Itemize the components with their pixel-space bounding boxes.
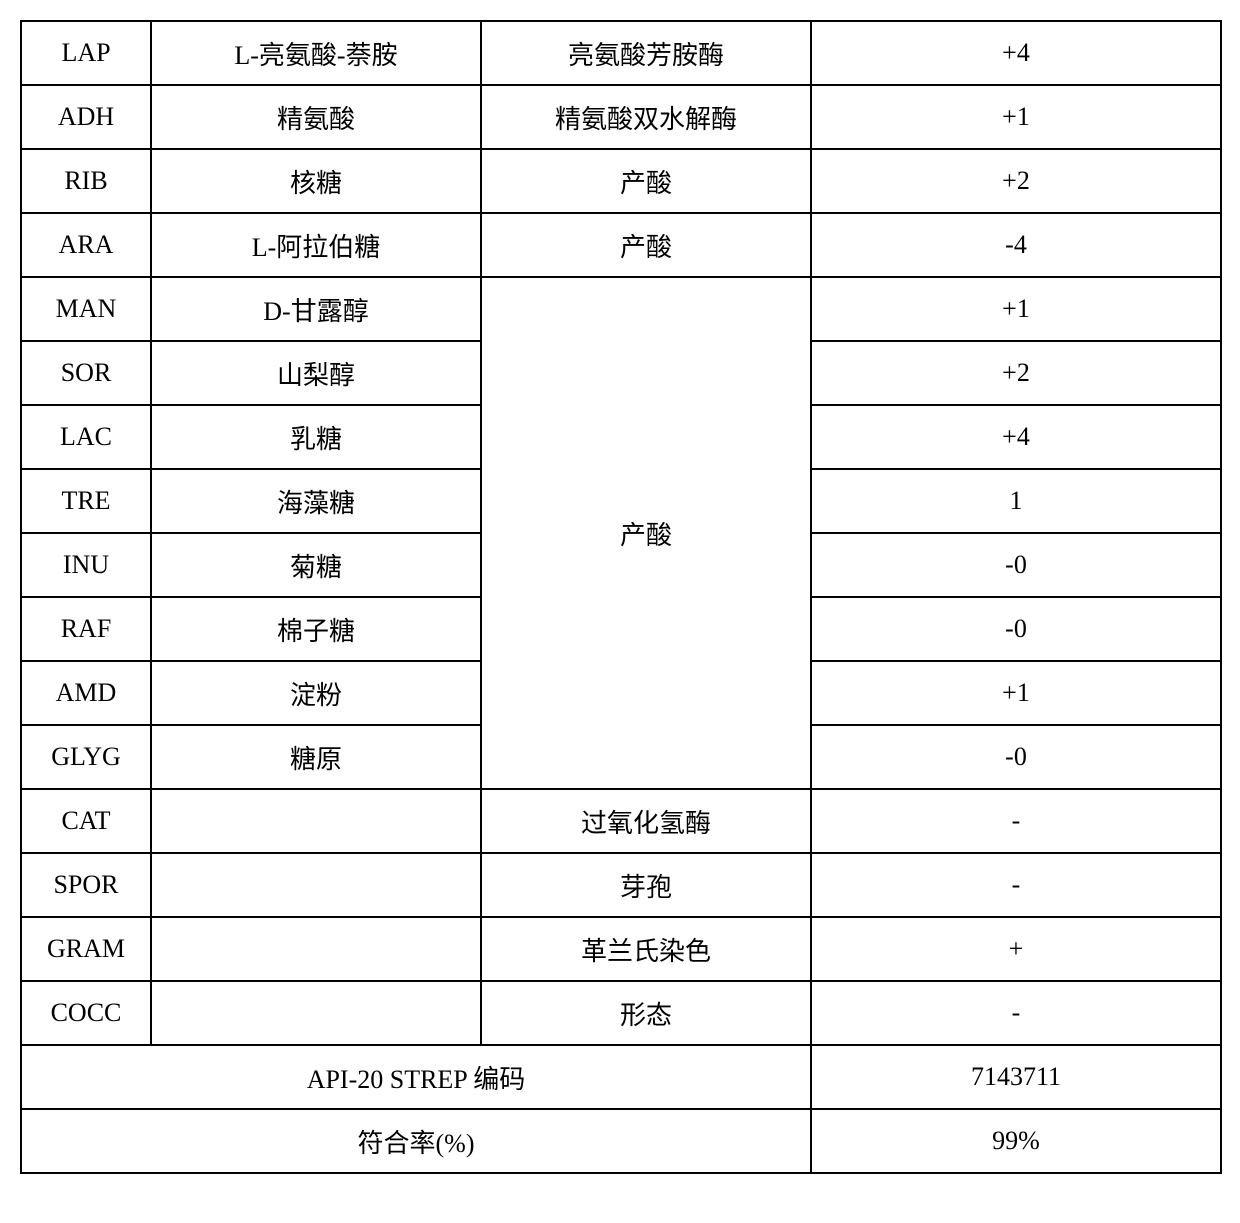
cell-substrate: 菊糖 — [151, 533, 481, 597]
cell-result: - — [811, 789, 1221, 853]
cell-reaction: 亮氨酸芳胺酶 — [481, 21, 811, 85]
cell-result: +1 — [811, 85, 1221, 149]
cell-result: + — [811, 917, 1221, 981]
cell-substrate: 海藻糖 — [151, 469, 481, 533]
table-row: MAND-甘露醇产酸+1 — [21, 277, 1221, 341]
cell-code: AMD — [21, 661, 151, 725]
table-row: ARAL-阿拉伯糖产酸-4 — [21, 213, 1221, 277]
cell-code: CAT — [21, 789, 151, 853]
cell-substrate: 山梨醇 — [151, 341, 481, 405]
cell-code: INU — [21, 533, 151, 597]
cell-code: GRAM — [21, 917, 151, 981]
table-footer-row: API-20 STREP 编码7143711 — [21, 1045, 1221, 1109]
cell-reaction: 产酸 — [481, 277, 811, 789]
biochemical-test-table: LAPL-亮氨酸-萘胺亮氨酸芳胺酶+4ADH精氨酸精氨酸双水解酶+1RIB核糖产… — [20, 20, 1222, 1174]
cell-result: +2 — [811, 149, 1221, 213]
cell-result: +2 — [811, 341, 1221, 405]
cell-substrate: 核糖 — [151, 149, 481, 213]
cell-code: SOR — [21, 341, 151, 405]
cell-reaction: 革兰氏染色 — [481, 917, 811, 981]
cell-code: LAP — [21, 21, 151, 85]
footer-value: 99% — [811, 1109, 1221, 1173]
cell-reaction: 产酸 — [481, 213, 811, 277]
cell-result: -0 — [811, 597, 1221, 661]
cell-result: - — [811, 981, 1221, 1045]
cell-result: +4 — [811, 21, 1221, 85]
footer-label: 符合率(%) — [21, 1109, 811, 1173]
cell-code: LAC — [21, 405, 151, 469]
cell-reaction: 精氨酸双水解酶 — [481, 85, 811, 149]
footer-value: 7143711 — [811, 1045, 1221, 1109]
cell-result: - — [811, 853, 1221, 917]
cell-result: -0 — [811, 725, 1221, 789]
footer-label: API-20 STREP 编码 — [21, 1045, 811, 1109]
cell-substrate: L-亮氨酸-萘胺 — [151, 21, 481, 85]
table-row: CAT 过氧化氢酶- — [21, 789, 1221, 853]
cell-code: TRE — [21, 469, 151, 533]
cell-code: RAF — [21, 597, 151, 661]
cell-result: 1 — [811, 469, 1221, 533]
cell-code: COCC — [21, 981, 151, 1045]
cell-code: MAN — [21, 277, 151, 341]
cell-substrate: 淀粉 — [151, 661, 481, 725]
cell-code: ARA — [21, 213, 151, 277]
table-row: ADH精氨酸精氨酸双水解酶+1 — [21, 85, 1221, 149]
cell-code: SPOR — [21, 853, 151, 917]
table-row: LAPL-亮氨酸-萘胺亮氨酸芳胺酶+4 — [21, 21, 1221, 85]
cell-substrate: 糖原 — [151, 725, 481, 789]
cell-result: +1 — [811, 661, 1221, 725]
cell-result: +1 — [811, 277, 1221, 341]
cell-code: GLYG — [21, 725, 151, 789]
cell-reaction: 产酸 — [481, 149, 811, 213]
cell-substrate: 精氨酸 — [151, 85, 481, 149]
cell-substrate — [151, 853, 481, 917]
table-row: SPOR 芽孢- — [21, 853, 1221, 917]
cell-code: RIB — [21, 149, 151, 213]
cell-result: +4 — [811, 405, 1221, 469]
table-row: GRAM 革兰氏染色+ — [21, 917, 1221, 981]
table-row: RIB核糖产酸+2 — [21, 149, 1221, 213]
cell-substrate: D-甘露醇 — [151, 277, 481, 341]
table-row: COCC 形态- — [21, 981, 1221, 1045]
cell-substrate — [151, 789, 481, 853]
cell-result: -0 — [811, 533, 1221, 597]
cell-reaction: 芽孢 — [481, 853, 811, 917]
cell-substrate — [151, 917, 481, 981]
cell-substrate — [151, 981, 481, 1045]
cell-substrate: 棉子糖 — [151, 597, 481, 661]
cell-substrate: 乳糖 — [151, 405, 481, 469]
cell-reaction: 形态 — [481, 981, 811, 1045]
cell-result: -4 — [811, 213, 1221, 277]
cell-code: ADH — [21, 85, 151, 149]
table-footer-row: 符合率(%)99% — [21, 1109, 1221, 1173]
cell-reaction: 过氧化氢酶 — [481, 789, 811, 853]
cell-substrate: L-阿拉伯糖 — [151, 213, 481, 277]
